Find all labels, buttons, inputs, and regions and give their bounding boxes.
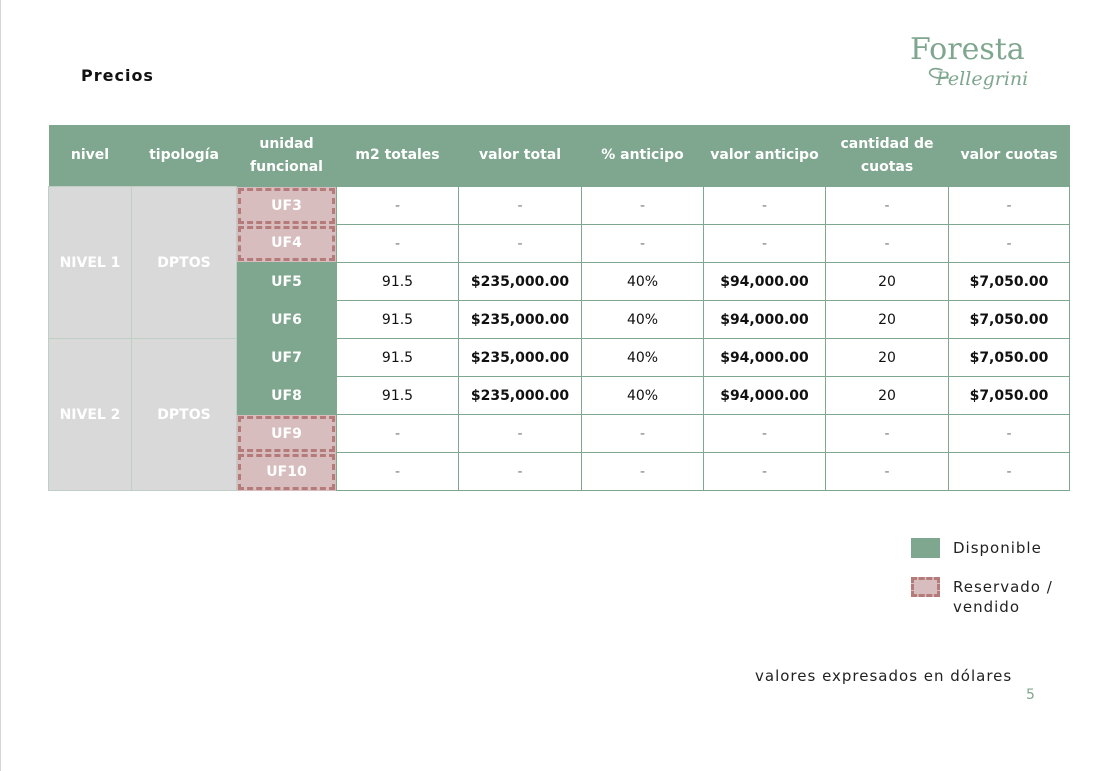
valor-cuotas-cell: - bbox=[948, 452, 1070, 491]
header-valor-cuotas: valor cuotas bbox=[948, 125, 1070, 187]
anticipo-pct-cell: - bbox=[581, 414, 704, 453]
cuotas-cell: - bbox=[825, 224, 949, 263]
table-row: NIVEL 1 DPTOS UF3 - - - - - - bbox=[48, 186, 1070, 339]
m2-cell: 91.5 bbox=[336, 338, 459, 377]
legend-label-vendido: vendido bbox=[953, 598, 1020, 616]
m2-cell: - bbox=[336, 224, 459, 263]
cuotas-cell: - bbox=[825, 414, 949, 453]
nivel-cell: NIVEL 1 bbox=[48, 186, 132, 339]
m2-cell: 91.5 bbox=[336, 300, 459, 339]
valor-anticipo-cell: $94,000.00 bbox=[703, 300, 826, 339]
header-valor-total: valor total bbox=[458, 125, 582, 187]
valor-cuotas-cell: $7,050.00 bbox=[948, 262, 1070, 301]
table-row: UF6 91.5 $235,000.00 40% $94,000.00 20 $… bbox=[49, 300, 1070, 339]
header-unidad-funcional: unidad funcional bbox=[236, 125, 337, 187]
cuotas-cell: 20 bbox=[825, 300, 949, 339]
unidad-cell: UF6 bbox=[236, 300, 337, 339]
m2-cell: - bbox=[336, 414, 459, 453]
anticipo-pct-cell: 40% bbox=[581, 376, 704, 415]
anticipo-pct-cell: 40% bbox=[581, 262, 704, 301]
table-row: UF10 - - - - - - bbox=[49, 452, 1070, 491]
valor-total-cell: $235,000.00 bbox=[458, 262, 582, 301]
cuotas-cell: 20 bbox=[825, 262, 949, 301]
valor-cuotas-cell: - bbox=[948, 414, 1070, 453]
valor-total-cell: $235,000.00 bbox=[458, 376, 582, 415]
logo-swirl-icon bbox=[928, 67, 949, 79]
valor-anticipo-cell: $94,000.00 bbox=[703, 262, 826, 301]
m2-cell: 91.5 bbox=[336, 376, 459, 415]
foresta-pellegrini-logo: Foresta Pellegrini bbox=[908, 32, 1048, 94]
header-m2-totales: m2 totales bbox=[336, 125, 459, 187]
cuotas-cell: - bbox=[825, 186, 949, 225]
reserved-swatch bbox=[911, 577, 940, 597]
header-anticipo-pct: % anticipo bbox=[581, 125, 704, 187]
unidad-cell: UF4 bbox=[236, 224, 337, 263]
tipologia-cell: DPTOS bbox=[131, 338, 237, 491]
valor-cuotas-cell: - bbox=[948, 186, 1070, 225]
valor-cuotas-cell: $7,050.00 bbox=[948, 338, 1070, 377]
header-tipologia: tipología bbox=[131, 125, 237, 187]
unidad-cell: UF10 bbox=[236, 452, 337, 491]
valor-total-cell: - bbox=[458, 224, 582, 263]
valor-cuotas-cell: $7,050.00 bbox=[948, 376, 1070, 415]
valor-total-cell: - bbox=[458, 452, 582, 491]
tipologia-cell: DPTOS bbox=[131, 186, 237, 339]
m2-cell: 91.5 bbox=[336, 262, 459, 301]
anticipo-pct-cell: 40% bbox=[581, 338, 704, 377]
page-number: 5 bbox=[1026, 687, 1035, 703]
valor-anticipo-cell: - bbox=[703, 452, 826, 491]
cuotas-cell: 20 bbox=[825, 376, 949, 415]
legend-label-disponible: Disponible bbox=[953, 539, 1042, 557]
cuotas-cell: 20 bbox=[825, 338, 949, 377]
table-row: UF9 - - - - - - bbox=[49, 414, 1070, 453]
valor-total-cell: $235,000.00 bbox=[458, 338, 582, 377]
unidad-cell: UF5 bbox=[236, 262, 337, 301]
anticipo-pct-cell: - bbox=[581, 224, 704, 263]
unidad-cell: UF9 bbox=[236, 414, 337, 453]
valor-anticipo-cell: - bbox=[703, 414, 826, 453]
valor-anticipo-cell: $94,000.00 bbox=[703, 376, 826, 415]
table-header-row: nivel tipología unidad funcional m2 tota… bbox=[48, 125, 1070, 187]
header-cantidad-cuotas: cantidad de cuotas bbox=[825, 125, 949, 187]
table-row: NIVEL 2 DPTOS UF7 91.5 $235,000.00 40% $… bbox=[48, 338, 1070, 491]
page-left-edge bbox=[0, 0, 1, 771]
available-swatch bbox=[911, 538, 940, 558]
unidad-cell: UF8 bbox=[236, 376, 337, 415]
legend-label-reservado: Reservado / bbox=[953, 578, 1053, 596]
valor-cuotas-cell: $7,050.00 bbox=[948, 300, 1070, 339]
anticipo-pct-cell: - bbox=[581, 452, 704, 491]
valor-anticipo-cell: - bbox=[703, 186, 826, 225]
logo-main-text: Foresta bbox=[910, 32, 1025, 67]
unidad-cell: UF3 bbox=[236, 186, 337, 225]
m2-cell: - bbox=[336, 186, 459, 225]
header-nivel: nivel bbox=[48, 125, 132, 187]
valor-total-cell: - bbox=[458, 414, 582, 453]
valor-anticipo-cell: - bbox=[703, 224, 826, 263]
unidad-cell: UF7 bbox=[236, 338, 337, 377]
currency-footnote: valores expresados en dólares bbox=[755, 667, 1013, 685]
nivel-cell: NIVEL 2 bbox=[48, 338, 132, 491]
header-valor-anticipo: valor anticipo bbox=[703, 125, 826, 187]
cuotas-cell: - bbox=[825, 452, 949, 491]
valor-total-cell: $235,000.00 bbox=[458, 300, 582, 339]
m2-cell: - bbox=[336, 452, 459, 491]
anticipo-pct-cell: - bbox=[581, 186, 704, 225]
valor-anticipo-cell: $94,000.00 bbox=[703, 338, 826, 377]
page-title: Precios bbox=[81, 66, 154, 85]
logo-sub-text: Pellegrini bbox=[936, 68, 1029, 90]
anticipo-pct-cell: 40% bbox=[581, 300, 704, 339]
valor-cuotas-cell: - bbox=[948, 224, 1070, 263]
valor-total-cell: - bbox=[458, 186, 582, 225]
price-table: nivel tipología unidad funcional m2 tota… bbox=[48, 125, 1070, 491]
